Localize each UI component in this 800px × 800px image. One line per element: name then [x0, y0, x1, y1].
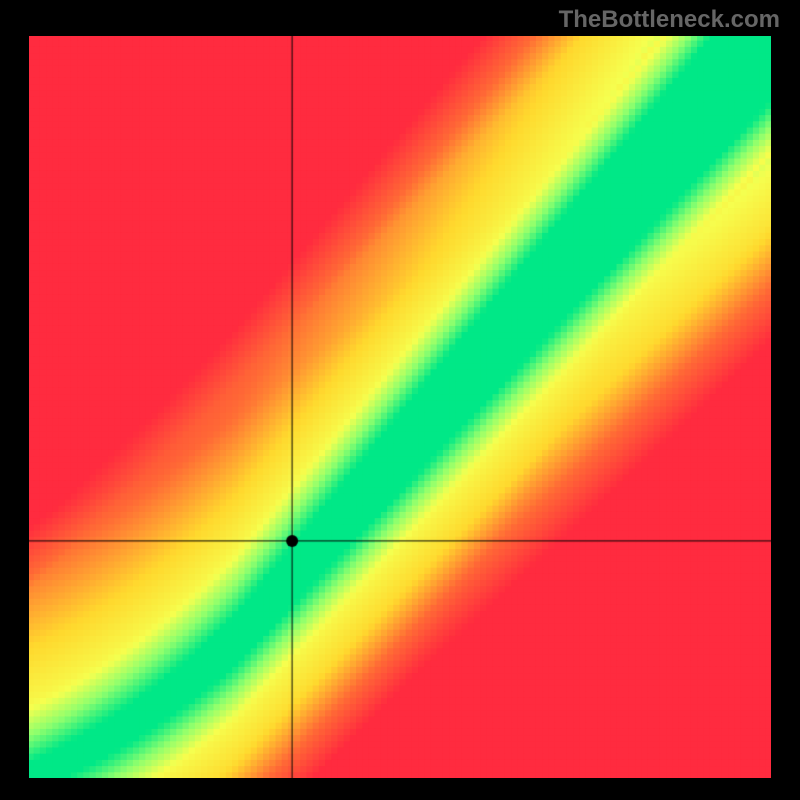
chart-container: TheBottleneck.com: [0, 0, 800, 800]
source-watermark: TheBottleneck.com: [559, 6, 780, 34]
bottleneck-heatmap: [0, 0, 800, 800]
